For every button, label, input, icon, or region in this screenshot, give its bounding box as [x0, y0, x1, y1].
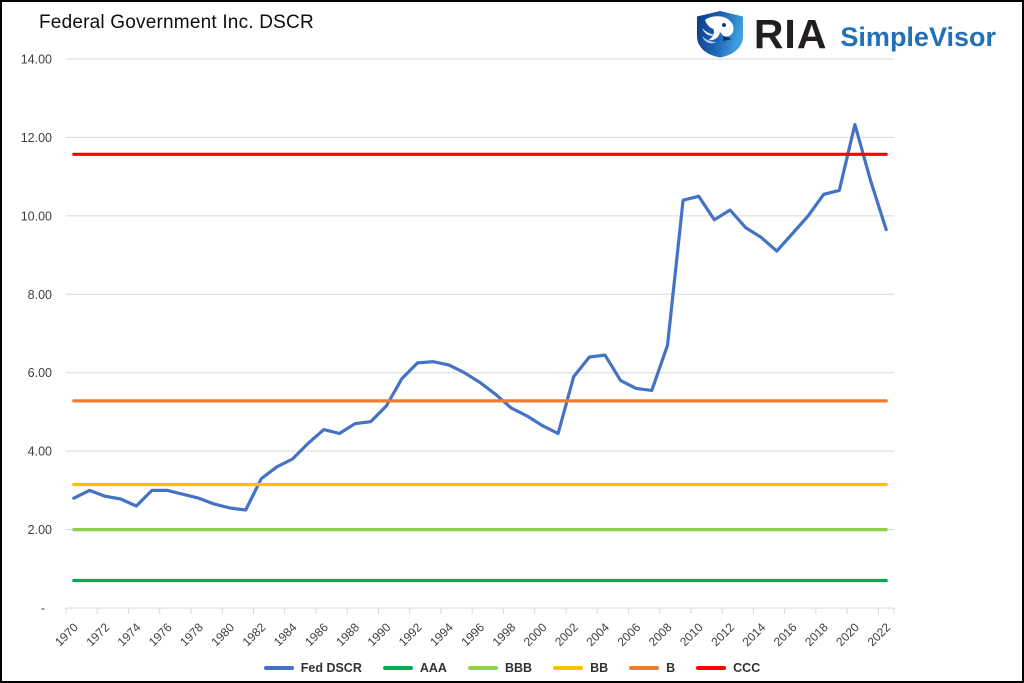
x-axis-label-2006: 2006 — [615, 620, 644, 649]
legend-line-swatch — [382, 666, 413, 670]
y-axis-label: 10.00 — [21, 209, 52, 223]
x-axis-label-1972: 1972 — [83, 620, 112, 649]
y-axis-label: 6.00 — [28, 366, 52, 380]
legend-item-aaa: AAA — [382, 661, 447, 675]
y-axis-label: - — [41, 602, 45, 616]
y-axis-label: 4.00 — [28, 445, 52, 459]
x-axis-label-1990: 1990 — [365, 620, 394, 649]
x-axis-label-2008: 2008 — [646, 620, 675, 649]
x-axis-label-1998: 1998 — [490, 620, 519, 649]
legend-label: Fed DSCR — [300, 661, 362, 675]
legend-item-b: B — [629, 661, 675, 675]
x-axis-label-2020: 2020 — [833, 620, 862, 649]
y-axis-label: 14.00 — [21, 53, 52, 67]
legend-label: BBB — [504, 661, 533, 675]
x-axis-label-2010: 2010 — [677, 620, 706, 649]
x-axis-label-1994: 1994 — [427, 620, 456, 649]
chart-title: Federal Government Inc. DSCR — [39, 12, 314, 33]
x-axis-label-1984: 1984 — [271, 620, 300, 649]
x-axis-label-2018: 2018 — [802, 620, 831, 649]
legend-line-swatch — [696, 666, 727, 670]
x-axis-label-2012: 2012 — [708, 620, 737, 649]
legend-item-ccc: CCC — [696, 661, 760, 675]
y-axis-label: 12.00 — [21, 131, 52, 145]
legend-line-swatch — [467, 666, 498, 670]
x-axis-label-2016: 2016 — [771, 620, 800, 649]
legend-label: B — [666, 661, 676, 675]
legend-line-swatch — [629, 666, 660, 670]
ria-eagle-shield-icon — [696, 11, 743, 58]
ria-simplevisor-logo: RIA SimpleVisor — [695, 6, 996, 62]
x-axis-label-1980: 1980 — [208, 620, 237, 649]
x-axis-label-1988: 1988 — [333, 620, 362, 649]
legend-line-swatch — [553, 666, 584, 670]
x-axis-label-1986: 1986 — [302, 620, 331, 649]
x-axis-label-2022: 2022 — [865, 620, 894, 649]
x-axis-label-1976: 1976 — [146, 620, 175, 649]
chart-legend: Fed DSCR AAA BBB BB B CCC — [2, 656, 1022, 680]
x-axis-label-1974: 1974 — [115, 620, 144, 649]
y-axis-label: 8.00 — [28, 288, 52, 302]
x-axis-label-1996: 1996 — [458, 620, 487, 649]
legend-line-swatch — [263, 666, 294, 670]
x-axis-label-1970: 1970 — [52, 620, 81, 649]
y-axis-label: 2.00 — [28, 523, 52, 537]
legend-item-bb: BB — [553, 661, 608, 675]
legend-label: AAA — [419, 661, 447, 675]
fed-dscr-line — [72, 122, 888, 512]
x-axis-label-1978: 1978 — [177, 620, 206, 649]
simplevisor-logo-text: SimpleVisor — [840, 21, 996, 52]
legend-label: BB — [590, 661, 609, 675]
legend-item-fed-dscr: Fed DSCR — [263, 661, 362, 675]
legend-label: CCC — [733, 661, 761, 675]
x-axis-label-2002: 2002 — [552, 620, 581, 649]
legend-item-bbb: BBB — [467, 661, 533, 675]
ria-logo-text: RIA — [753, 10, 828, 57]
x-axis-label-2014: 2014 — [740, 620, 769, 649]
x-axis-label-2000: 2000 — [521, 620, 550, 649]
x-axis-label-1982: 1982 — [240, 620, 269, 649]
x-axis-label-1992: 1992 — [396, 620, 425, 649]
x-axis-label-2004: 2004 — [583, 620, 612, 649]
